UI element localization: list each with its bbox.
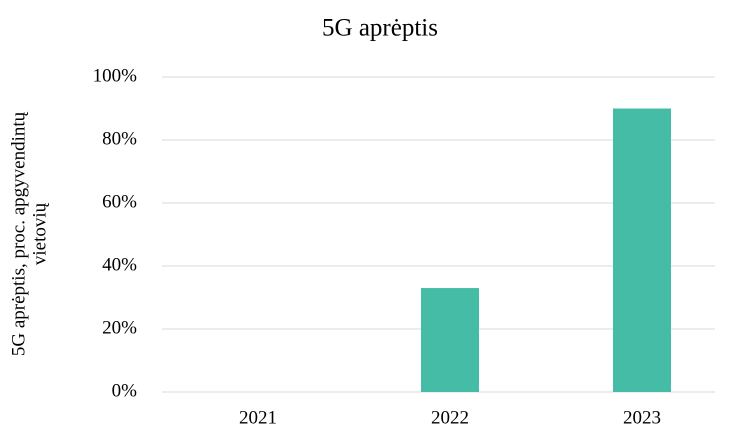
y-tick-label: 20% <box>102 317 137 338</box>
y-tick-label: 40% <box>102 254 137 275</box>
x-tick-label: 2021 <box>239 407 277 428</box>
y-tick-label: 60% <box>102 191 137 212</box>
bar <box>613 108 671 392</box>
y-tick-label: 0% <box>112 380 138 401</box>
chart-title: 5G aprėptis <box>322 15 438 42</box>
y-tick-label: 100% <box>93 65 138 86</box>
bar <box>421 288 479 392</box>
y-axis-label-line: vietovių <box>29 202 50 265</box>
y-axis-label: 5G aprėptis, proc. apgyvendintų vietovių <box>8 111 50 356</box>
x-tick-label: 2022 <box>431 407 469 428</box>
x-tick-label: 2023 <box>623 407 661 428</box>
y-tick-label: 80% <box>102 128 137 149</box>
y-axis-label-line: 5G aprėptis, proc. apgyvendintų <box>8 111 29 356</box>
